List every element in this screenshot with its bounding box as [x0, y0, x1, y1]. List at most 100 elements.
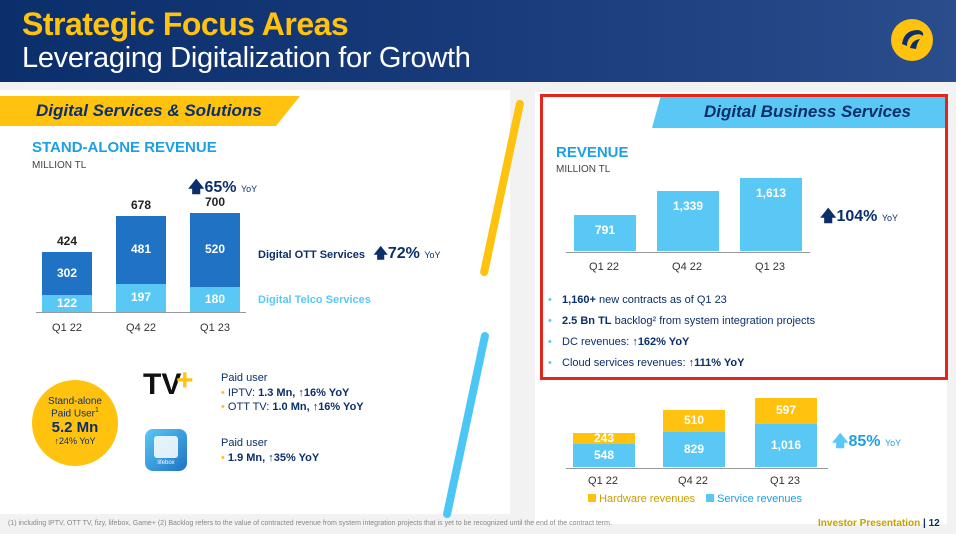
bullet-text: Cloud services revenues: [562, 357, 689, 369]
bullet-bold: ↑162% YoY [632, 336, 690, 348]
tv-paid-user: Paid user • IPTV: 1.3 Mn, ↑16% YoY • OTT… [221, 372, 364, 413]
digital-business-tab: Digital Business Services [652, 96, 946, 128]
list-item: 1,160+ new contracts as of Q1 23 [548, 294, 815, 306]
left-yoy: 🡅65% YoY [188, 176, 257, 203]
ott-yoy-value: 72% [387, 245, 420, 262]
digital-services-tab: Digital Services & Solutions [0, 96, 300, 126]
x-tick-label: Q1 23 [770, 475, 800, 487]
ott-tv-value: 1.0 Mn, [272, 401, 313, 413]
up-arrow-icon: ↑ [312, 401, 319, 413]
standalone-revenue-chart: 122 302 424 Q1 22 197 481 678 Q4 22 180 520 700 Q1 … [0, 0, 260, 334]
tv-item2: • OTT TV: 1.0 Mn, ↑16% YoY [221, 401, 364, 413]
tv-item1: • IPTV: 1.3 Mn, ↑16% YoY [221, 387, 364, 399]
stack-chart-axis [566, 468, 828, 469]
chart-bar: 791 [574, 215, 636, 251]
legend-service-label: Service revenues [717, 493, 803, 505]
bullet-text: DC revenues: [562, 336, 633, 348]
lifebox-logo-icon: lifebox [145, 429, 187, 471]
up-arrow-icon: 🡅 [820, 208, 837, 225]
bullet-icon: • [221, 452, 228, 464]
x-tick-label: Q4 22 [126, 322, 156, 334]
stack-yoy-label: YoY [884, 438, 902, 448]
x-tick-label: Q1 22 [589, 261, 619, 273]
lifebox-yoy: 35% YoY [273, 452, 320, 464]
bar-total-label: 424 [56, 234, 78, 249]
footnote: (1) including IPTV, OTT TV, fizy, lifebo… [8, 520, 612, 527]
paid-user-circle: Stand-alone Paid User1 5.2 Mn ↑24% YoY [32, 380, 118, 466]
lifebox-item1: • 1.9 Mn, ↑35% YoY [221, 452, 319, 464]
chart-bar: 180 [190, 286, 240, 312]
up-arrow-icon: 🡅 [188, 179, 205, 196]
ott-legend: Digital OTT Services 🡅72% YoY [258, 243, 441, 267]
list-item: 2.5 Bn TL backlog² from system integrati… [548, 315, 815, 327]
chart-bar: 510 [663, 410, 725, 432]
circle-value: 5.2 Mn [51, 419, 99, 437]
circle-footnote: 1 [95, 407, 99, 414]
chart-bar: 548 [573, 443, 635, 467]
left-yoy-value: 65% [204, 179, 237, 196]
stack-yoy: 🡅85% YoY [832, 430, 901, 457]
plus-icon: + [176, 364, 194, 397]
tvplus-logo-text: TV [143, 368, 182, 401]
iptv-label: IPTV: [227, 387, 259, 399]
up-arrow-icon: 🡅 [373, 245, 388, 261]
right-chart-axis [566, 252, 810, 253]
lifebox-logo-text: lifebox [157, 460, 175, 466]
circle-line2: Paid User [51, 408, 95, 420]
ott-tv-yoy: 16% YoY [318, 401, 364, 413]
chart-bar: 243 [573, 432, 635, 445]
box-icon [154, 436, 178, 458]
circle-yoy: 24% YoY [58, 436, 96, 447]
lifebox-value: 1.9 Mn, [227, 452, 269, 464]
legend-hardware-label: Hardware revenues [599, 493, 696, 505]
up-arrow-icon: ↑ [298, 387, 304, 399]
bar-total-label: 700 [204, 195, 226, 210]
x-tick-label: Q4 22 [672, 261, 702, 273]
ott-tv-label: OTT TV: [227, 401, 273, 413]
revenue-chart: 791 Q1 22 1,339 Q4 22 1,613 Q1 23 [574, 178, 802, 273]
header-banner [0, 0, 956, 82]
ott-label: Digital OTT Services [258, 249, 365, 261]
investor-presentation-label: Investor Presentation [818, 518, 921, 529]
bullet-icon: • [221, 387, 228, 399]
list-item: Cloud services revenues: ↑111% YoY [548, 357, 815, 369]
tab-label: Digital Business Services [704, 102, 911, 121]
highlights-list: 1,160+ new contracts as of Q1 23 2.5 Bn … [548, 294, 815, 378]
bullet-text: backlog² from system integration project… [611, 315, 816, 327]
right-unit-label: MILLION TL [556, 164, 611, 175]
legend-service: Service revenues [706, 493, 802, 505]
stack-yoy-value: 85% [848, 433, 881, 450]
left-unit-label: MILLION TL [32, 160, 87, 171]
iptv-yoy: 16% YoY [303, 387, 350, 399]
standalone-revenue-title: STAND-ALONE REVENUE [32, 139, 217, 156]
lifebox-heading: Paid user [221, 437, 268, 449]
bullet-bold: 2.5 Bn TL [562, 315, 612, 327]
page-number: 12 [928, 518, 940, 529]
circle-line2-wrap: Paid User1 [32, 407, 118, 419]
chart-bar: 302 [42, 252, 92, 295]
chart-bar: 1,339 [657, 190, 719, 251]
separator: | [923, 518, 929, 529]
chart-bar: 1,016 [755, 423, 817, 467]
chart-bar: 520 [190, 213, 240, 287]
left-yoy-label: YoY [240, 184, 258, 194]
lifebox-paid-user: Paid user • 1.9 Mn, ↑35% YoY [221, 437, 319, 464]
legend-swatch [588, 494, 596, 502]
chart-bar: 481 [116, 216, 166, 285]
tv-heading: Paid user [221, 372, 268, 384]
ott-yoy-label: YoY [424, 250, 441, 260]
right-yoy-value: 104% [836, 208, 878, 225]
footer-label: Investor Presentation | 12 [818, 518, 940, 529]
legend-hardware: Hardware revenues [588, 493, 695, 505]
chart-bar: 597 [755, 398, 817, 424]
up-arrow-icon: 🡅 [832, 433, 849, 450]
page-title: Strategic Focus Areas [22, 6, 349, 42]
bullet-text: new contracts as of Q1 23 [595, 294, 727, 306]
x-tick-label: Q4 22 [678, 475, 708, 487]
bar-total-label: 678 [130, 198, 152, 213]
x-tick-label: Q1 22 [52, 322, 82, 334]
telco-label: Digital Telco Services [258, 294, 371, 306]
tvplus-logo-icon: TV + [143, 364, 203, 408]
chart-bar: 197 [116, 284, 166, 312]
